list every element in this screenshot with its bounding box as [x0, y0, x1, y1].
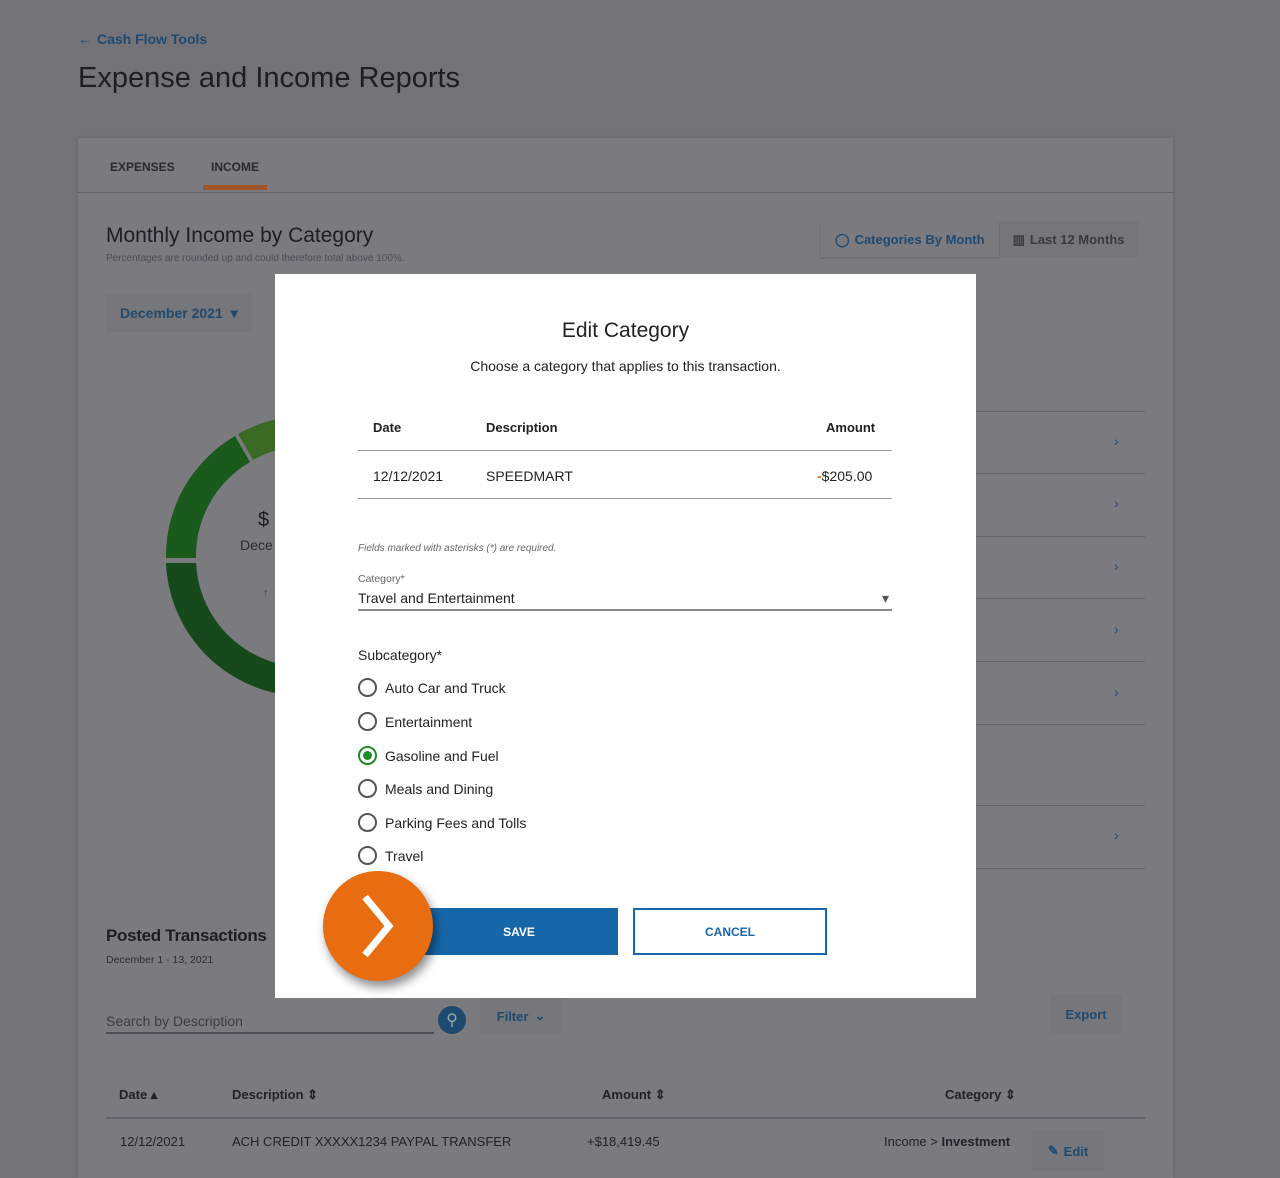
- posted-date-range: December 1 - 13, 2021: [106, 954, 214, 966]
- divider: [976, 536, 1145, 537]
- modal-title: Edit Category: [561, 319, 690, 342]
- divider: [976, 805, 1145, 806]
- bar-chart-icon: ▥: [1012, 231, 1025, 247]
- arrow-up-icon: ↑: [263, 587, 269, 599]
- divider: [976, 724, 1145, 725]
- chevron-right-icon[interactable]: ›: [1114, 433, 1119, 449]
- save-button[interactable]: SAVE: [420, 908, 618, 955]
- radio-entertainment[interactable]: Entertainment: [358, 712, 472, 731]
- donut-segment: [165, 436, 250, 558]
- chevron-right-icon[interactable]: ›: [1114, 684, 1119, 700]
- donut-segment: [166, 563, 275, 693]
- tab-income[interactable]: INCOME: [203, 160, 267, 190]
- donut-segment: [238, 419, 275, 460]
- chevron-down-icon: ⌄: [534, 1008, 546, 1023]
- tab-bar: EXPENSES INCOME: [78, 138, 1173, 193]
- category-select[interactable]: Travel and Entertainment ▾: [358, 590, 892, 611]
- donut-center-amount: $: [258, 509, 269, 531]
- categories-by-month-button[interactable]: ◯ Categories By Month: [821, 222, 999, 257]
- row-date: 12/12/2021: [120, 1134, 186, 1149]
- row-category: Income > Investment: [884, 1134, 1011, 1149]
- chevron-right-icon[interactable]: ›: [1114, 495, 1119, 511]
- col-amount: Amount: [826, 420, 876, 435]
- page-title: Expense and Income Reports: [78, 62, 461, 94]
- export-button[interactable]: Export: [1050, 995, 1122, 1033]
- column-header-description[interactable]: Description ⇕: [232, 1087, 319, 1102]
- column-header-amount[interactable]: Amount ⇕: [602, 1087, 666, 1102]
- tab-expenses[interactable]: EXPENSES: [110, 160, 175, 174]
- cancel-button[interactable]: CANCEL: [633, 908, 827, 955]
- divider: [976, 868, 1145, 869]
- chevron-right-icon[interactable]: ›: [1114, 558, 1119, 574]
- search-icon: ⚲: [446, 1012, 458, 1029]
- arrow-left-icon: ←: [78, 31, 92, 47]
- divider: [106, 1117, 1145, 1119]
- view-toggle: ◯ Categories By Month ▥ Last 12 Months: [821, 222, 1139, 257]
- filter-button[interactable]: Filter ⌄: [480, 998, 562, 1034]
- next-button[interactable]: [323, 871, 433, 981]
- radio-parking-fees-and-tolls[interactable]: Parking Fees and Tolls: [358, 813, 526, 832]
- month-select[interactable]: December 2021 ▾: [106, 294, 252, 332]
- col-date: Date: [373, 420, 402, 435]
- divider: [976, 411, 1145, 412]
- edit-button[interactable]: ✎ Edit: [1032, 1131, 1104, 1171]
- divider: [358, 450, 892, 451]
- radio-auto-car-and-truck[interactable]: Auto Car and Truck: [358, 678, 506, 697]
- divider: [976, 661, 1145, 662]
- radio-gasoline-and-fuel[interactable]: Gasoline and Fuel: [358, 746, 499, 765]
- edit-icon: ✎: [1047, 1143, 1059, 1158]
- required-note: Fields marked with asterisks (*) are req…: [358, 543, 557, 554]
- modal-subtitle: Choose a category that applies to this t…: [470, 358, 781, 374]
- column-header-date[interactable]: Date ▴: [119, 1087, 158, 1102]
- divider: [976, 473, 1145, 474]
- row-description: ACH CREDIT XXXXX1234 PAYPAL TRANSFER: [232, 1134, 512, 1149]
- posted-transactions-title: Posted Transactions: [106, 926, 267, 945]
- chevron-right-icon[interactable]: ›: [1114, 827, 1119, 843]
- radio-meals-and-dining[interactable]: Meals and Dining: [358, 779, 493, 798]
- income-donut-chart: $ Dece ↑: [165, 419, 275, 693]
- report-title: Monthly Income by Category: [106, 224, 374, 247]
- search-button[interactable]: ⚲: [438, 1006, 466, 1034]
- caret-down-icon: ▾: [230, 304, 238, 321]
- chevron-right-icon[interactable]: ›: [1114, 621, 1119, 637]
- report-note: Percentages are rounded up and could the…: [106, 253, 405, 264]
- back-link[interactable]: ← Cash Flow Tools: [78, 31, 208, 47]
- row-amount: +$18,419.45: [587, 1134, 660, 1149]
- txn-amount: -$205.00: [817, 468, 873, 484]
- txn-description: SPEEDMART: [486, 468, 573, 484]
- divider: [358, 498, 892, 499]
- chevron-right-icon: [362, 894, 394, 958]
- col-description: Description: [486, 420, 558, 435]
- category-label: Category*: [358, 573, 405, 585]
- subcategory-label: Subcategory*: [358, 647, 443, 663]
- caret-down-icon: ▾: [881, 590, 889, 606]
- radio-travel[interactable]: Travel: [358, 846, 423, 865]
- txn-date: 12/12/2021: [373, 468, 444, 484]
- last-12-months-button[interactable]: ▥ Last 12 Months: [1012, 231, 1125, 248]
- donut-center-label: Dece: [240, 537, 273, 553]
- column-header-category[interactable]: Category ⇕: [945, 1087, 1016, 1102]
- donut-icon: ◯: [835, 231, 850, 247]
- divider: [976, 598, 1145, 599]
- search-input[interactable]: Search by Description: [106, 1008, 434, 1034]
